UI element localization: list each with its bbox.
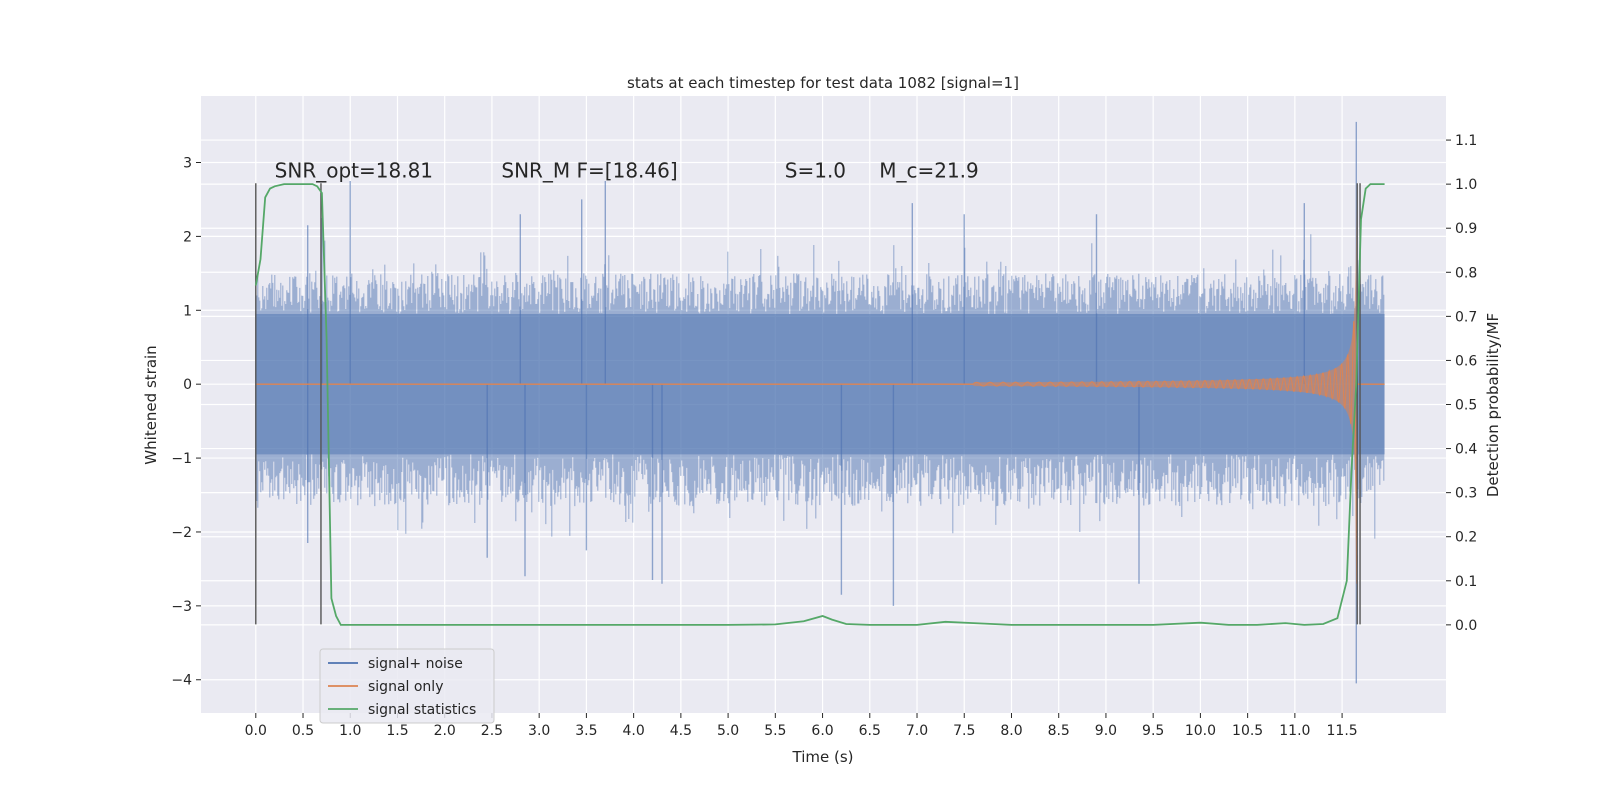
x-tick-label: 0.0 bbox=[245, 723, 267, 739]
series-signal-statistics bbox=[254, 183, 1385, 626]
y-tick-label: 2 bbox=[183, 229, 192, 245]
x-tick-label: 9.0 bbox=[1095, 723, 1117, 739]
axes: 0.0 0.5 1.0 1.5 2.0 2.5 3.0 3.5 4.0 4.5 5.0 5.5 6.0 6… bbox=[171, 133, 1477, 739]
y-tick-label: 1 bbox=[183, 303, 192, 319]
x-tick-label: 10.0 bbox=[1185, 723, 1216, 739]
y2-tick-label: 0.4 bbox=[1455, 442, 1477, 458]
y2-tick-label: 0.1 bbox=[1455, 574, 1477, 590]
x-tick-label: 6.0 bbox=[811, 723, 833, 739]
y-tick-label: −4 bbox=[171, 673, 192, 689]
x-tick-label: 2.0 bbox=[434, 723, 456, 739]
y2-tick-label: 0.0 bbox=[1455, 618, 1477, 634]
legend-box bbox=[319, 648, 495, 724]
y2-tick-label: 1.0 bbox=[1455, 177, 1477, 193]
y2-tick-label: 0.3 bbox=[1455, 486, 1477, 502]
noise-spikes bbox=[307, 121, 1357, 684]
x-tick-label: 8.5 bbox=[1048, 723, 1070, 739]
x-tick-label: 3.0 bbox=[528, 723, 550, 739]
x-tick-label: 6.5 bbox=[859, 723, 881, 739]
x-axis-label: Time (s) bbox=[792, 748, 854, 766]
x-tick-label: 8.0 bbox=[1000, 723, 1022, 739]
y2-tick-label: 0.2 bbox=[1455, 530, 1477, 546]
annotations: SNR_opt=18.81 SNR_M F=[18.46] S=1.0 M_c=21.… bbox=[275, 158, 979, 182]
x-tick-label: 7.0 bbox=[906, 723, 928, 739]
x-tick-label: 0.5 bbox=[292, 723, 314, 739]
x-tick-label: 7.5 bbox=[953, 723, 975, 739]
y-tick-label: −2 bbox=[171, 525, 192, 541]
y2-tick-label: 0.7 bbox=[1455, 309, 1477, 325]
y-axis-label: Whitened strain bbox=[142, 345, 160, 464]
x-tick-label: 5.0 bbox=[717, 723, 739, 739]
x-tick-label: 10.5 bbox=[1232, 723, 1263, 739]
y2-axis-label: Detection probability/MF bbox=[1484, 313, 1502, 497]
annotation: M_c=21.9 bbox=[879, 158, 979, 182]
x-tick-label: 2.5 bbox=[481, 723, 503, 739]
x-tick-label: 1.5 bbox=[386, 723, 408, 739]
y-tick-label: −1 bbox=[171, 451, 192, 467]
x-tick-label: 5.5 bbox=[764, 723, 786, 739]
y-tick-label: 0 bbox=[183, 377, 192, 393]
chirp-oscillation bbox=[973, 321, 1358, 584]
legend-label: signal statistics bbox=[368, 702, 476, 718]
y2-tick-label: 0.6 bbox=[1455, 353, 1477, 369]
legend-label: signal only bbox=[368, 679, 443, 695]
legend-label: signal+ noise bbox=[368, 656, 463, 672]
x-tick-label: 3.5 bbox=[575, 723, 597, 739]
statistics-line bbox=[254, 183, 1385, 626]
x-tick-label: 11.5 bbox=[1327, 723, 1358, 739]
x-tick-label: 1.0 bbox=[339, 723, 361, 739]
y-tick-label: −3 bbox=[171, 599, 192, 615]
x-tick-label: 11.0 bbox=[1279, 723, 1310, 739]
legend: signal+ noise signal only signal statistic… bbox=[319, 648, 495, 724]
y2-tick-label: 0.8 bbox=[1455, 265, 1477, 281]
y2-tick-label: 1.1 bbox=[1455, 133, 1477, 149]
annotation: SNR_M F=[18.46] bbox=[501, 158, 677, 182]
x-tick-label: 4.5 bbox=[670, 723, 692, 739]
series-signal-only bbox=[255, 184, 1385, 584]
annotation: SNR_opt=18.81 bbox=[275, 158, 433, 182]
y2-tick-label: 0.5 bbox=[1455, 398, 1477, 414]
y2-tick-label: 0.9 bbox=[1455, 221, 1477, 237]
y-tick-label: 3 bbox=[183, 156, 192, 172]
x-tick-label: 9.5 bbox=[1142, 723, 1164, 739]
x-tick-label: 4.0 bbox=[622, 723, 644, 739]
chart-title: stats at each timestep for test data 108… bbox=[627, 74, 1019, 92]
annotation: S=1.0 bbox=[785, 158, 846, 182]
